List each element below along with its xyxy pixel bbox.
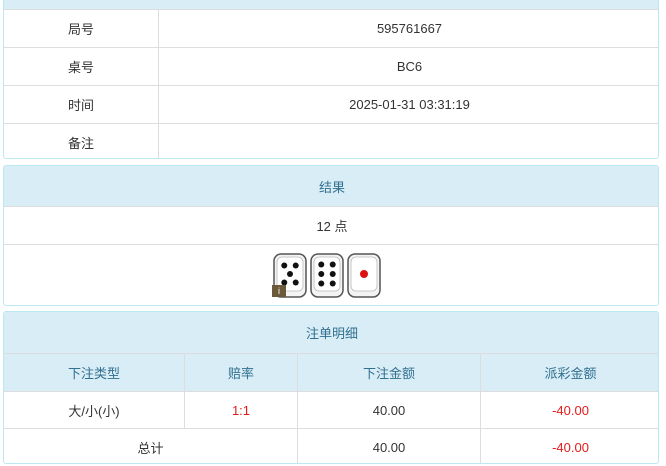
panel-header: 结果 — [4, 166, 658, 206]
pip — [360, 270, 368, 278]
pip — [329, 261, 336, 268]
die-face — [313, 256, 341, 292]
label: 时间 — [4, 85, 158, 123]
odds: 1:1 — [184, 391, 297, 428]
label: 局号 — [4, 9, 158, 47]
result-panel: 结果 12 点 i — [3, 165, 659, 306]
points: 12 点 — [4, 206, 658, 244]
total-payout: -40.00 — [480, 428, 658, 463]
label: 桌号 — [4, 47, 158, 85]
pip — [281, 262, 288, 269]
dice: i — [272, 253, 381, 298]
bet-type: 大/小(小) — [4, 391, 184, 428]
label: 备注 — [4, 123, 158, 158]
value — [158, 123, 658, 158]
pip — [292, 279, 299, 286]
pip — [318, 271, 325, 277]
badge — [272, 285, 286, 297]
bets-panel: 注单明细 下注类型 赔率 下注金额 派彩金额 大/小(小) 1:1 40.00 … — [3, 311, 659, 464]
pip — [318, 280, 325, 287]
panel-header — [4, 0, 658, 9]
value: BC6 — [158, 47, 658, 85]
total-bet: 40.00 — [297, 428, 480, 463]
value: 595761667 — [158, 9, 658, 47]
pip — [287, 271, 293, 277]
value: 2025-01-31 03:31:19 — [158, 85, 658, 123]
pip — [329, 280, 336, 287]
column-header: 下注金额 — [297, 353, 480, 391]
column-header: 赔率 — [184, 353, 297, 391]
pip — [318, 261, 325, 268]
panel-header: 注单明细 — [4, 312, 658, 353]
payout: -40.00 — [480, 391, 658, 428]
column-header: 派彩金额 — [480, 353, 658, 391]
badge-text: i — [278, 286, 280, 296]
pip — [292, 262, 299, 269]
column-header: 下注类型 — [4, 353, 184, 391]
pip — [281, 279, 288, 286]
total-label: 总计 — [4, 428, 297, 463]
info-panel: 局号 595761667 桌号 BC6 时间 2025-01-31 03:31:… — [3, 0, 659, 159]
pip — [329, 271, 336, 277]
bet-amount: 40.00 — [297, 391, 480, 428]
dice-row: i — [4, 244, 658, 305]
